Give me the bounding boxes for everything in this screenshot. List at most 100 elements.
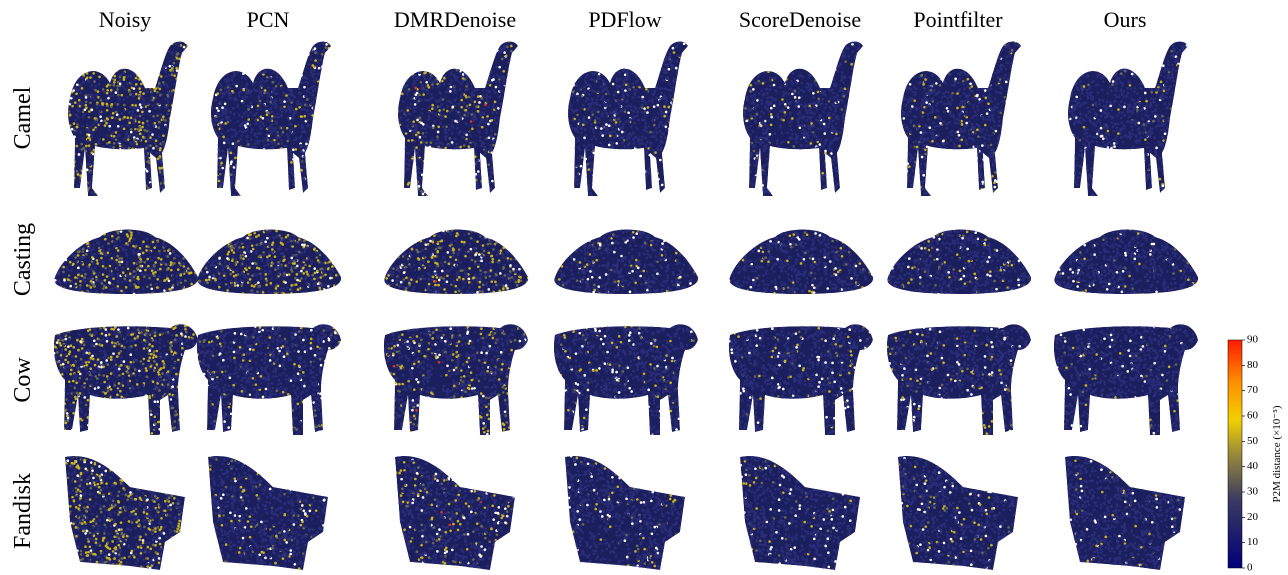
point: [115, 91, 118, 94]
point: [323, 161, 326, 164]
point: [292, 81, 295, 84]
point: [424, 157, 427, 160]
point: [509, 187, 512, 190]
point: [229, 63, 232, 66]
point: [429, 45, 432, 48]
point: [135, 159, 138, 162]
point: [126, 116, 129, 119]
point: [220, 47, 223, 50]
point: [408, 182, 411, 185]
point: [404, 188, 407, 191]
point: [280, 154, 283, 157]
point: [512, 153, 515, 156]
point: [309, 50, 312, 53]
point: [496, 179, 499, 182]
point: [256, 189, 259, 192]
point: [223, 187, 226, 190]
point: [168, 155, 171, 158]
point: [502, 158, 505, 161]
point: [251, 153, 254, 156]
point: [618, 167, 621, 170]
point: [433, 165, 436, 168]
point: [487, 77, 490, 80]
point: [94, 178, 97, 181]
point: [227, 84, 230, 87]
point: [138, 95, 141, 98]
point: [511, 144, 514, 147]
point: [189, 161, 192, 164]
point: [251, 187, 254, 190]
point: [247, 67, 250, 70]
point: [109, 191, 112, 194]
point: [88, 134, 91, 137]
point: [118, 196, 121, 199]
point: [131, 37, 134, 40]
point: [485, 131, 488, 134]
point: [126, 175, 129, 178]
point: [688, 135, 691, 138]
point: [507, 181, 510, 184]
point: [157, 195, 160, 198]
point: [284, 181, 287, 184]
point: [265, 105, 268, 108]
point: [306, 125, 309, 128]
point: [482, 189, 485, 192]
point: [276, 72, 279, 75]
point: [395, 42, 398, 45]
point: [315, 160, 318, 163]
point: [298, 106, 301, 109]
point: [171, 132, 174, 135]
point: [439, 153, 442, 156]
point: [464, 180, 467, 183]
point: [75, 45, 78, 48]
point: [212, 85, 215, 88]
point: [126, 188, 129, 191]
point: [414, 195, 417, 198]
point: [452, 105, 455, 108]
point: [441, 63, 444, 66]
point: [226, 118, 229, 121]
point: [455, 42, 458, 45]
point: [394, 145, 397, 148]
point: [246, 84, 249, 87]
point: [494, 133, 497, 136]
point: [169, 133, 172, 136]
point: [313, 70, 316, 73]
point: [72, 89, 75, 92]
point: [124, 156, 127, 159]
point: [95, 120, 98, 123]
point: [151, 49, 154, 52]
point: [168, 130, 171, 133]
point: [328, 188, 331, 191]
point: [281, 191, 284, 194]
point: [688, 113, 691, 116]
point: [159, 147, 162, 150]
point: [404, 51, 407, 54]
point: [155, 41, 158, 44]
point: [266, 111, 269, 114]
point: [446, 160, 449, 163]
point: [327, 146, 330, 149]
point: [465, 85, 468, 88]
point: [448, 167, 451, 170]
point: [171, 73, 174, 76]
point: [455, 186, 458, 189]
point: [482, 95, 485, 98]
point: [281, 48, 284, 51]
point: [322, 61, 325, 64]
point: [140, 39, 143, 42]
point: [480, 155, 483, 158]
point: [436, 196, 439, 199]
point: [602, 73, 605, 76]
point: [404, 90, 407, 93]
point: [135, 107, 138, 110]
point: [246, 194, 249, 197]
point: [132, 107, 135, 110]
point: [511, 162, 514, 165]
point: [420, 68, 423, 71]
point: [413, 41, 416, 44]
point: [284, 109, 287, 112]
point: [416, 101, 419, 104]
point: [281, 191, 284, 194]
point: [273, 168, 276, 171]
